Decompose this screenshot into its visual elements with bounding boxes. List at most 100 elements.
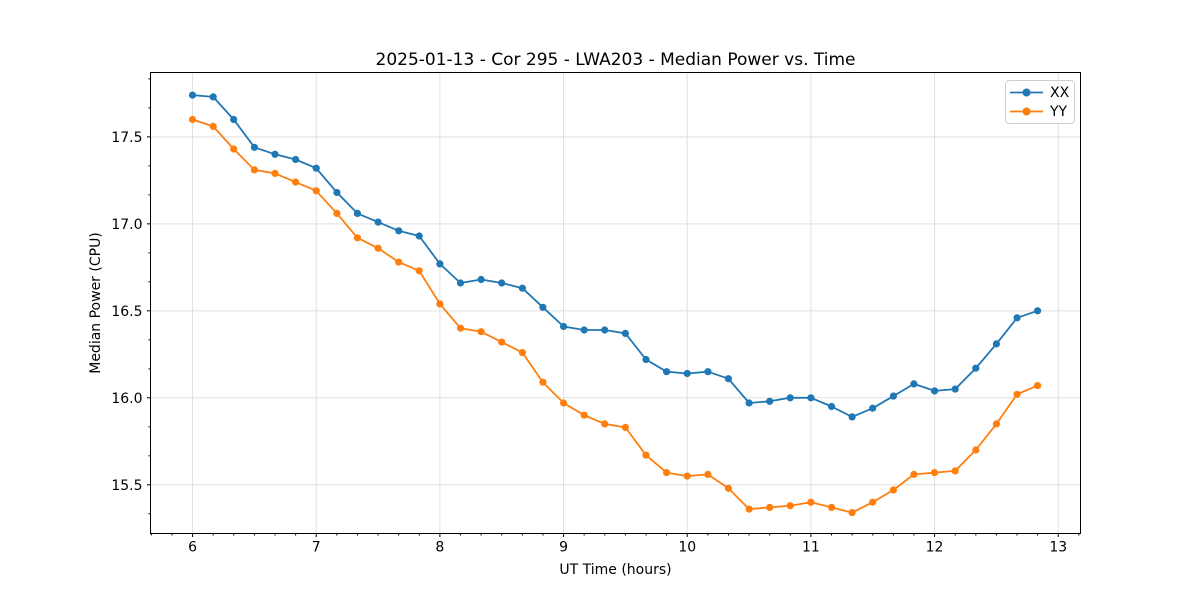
data-point-xx — [456, 279, 465, 287]
data-point-yy — [456, 324, 465, 332]
x-axis-label: UT Time (hours) — [559, 562, 671, 578]
data-point-yy — [786, 502, 794, 510]
data-point-yy — [683, 472, 691, 480]
y-tick-label: 17.5 — [111, 130, 142, 146]
y-tick-label: 16.0 — [111, 391, 142, 407]
x-tick-label: 7 — [312, 540, 321, 556]
plot-border — [150, 72, 1081, 534]
data-point-yy — [230, 145, 238, 153]
data-point-xx — [807, 394, 815, 402]
data-point-yy — [621, 423, 630, 431]
data-point-yy — [910, 470, 918, 478]
series-layer — [188, 91, 1042, 517]
data-point-xx — [477, 275, 485, 284]
data-point-yy — [539, 378, 547, 386]
data-point-xx — [374, 218, 382, 226]
data-point-xx — [910, 380, 918, 388]
data-point-xx — [972, 364, 980, 372]
x-tick-label: 9 — [559, 540, 568, 556]
data-point-yy — [188, 115, 197, 124]
data-point-yy — [972, 446, 980, 454]
data-point-xx — [786, 394, 794, 402]
x-tick-label: 6 — [188, 540, 197, 556]
data-point-xx — [436, 260, 444, 268]
data-point-xx — [312, 164, 320, 172]
data-point-xx — [518, 284, 527, 292]
legend-marker-xx — [1022, 88, 1031, 97]
chart-title: 2025-01-13 - Cor 295 - LWA203 - Median P… — [376, 50, 856, 70]
data-point-xx — [580, 326, 588, 334]
data-point-xx — [951, 385, 959, 393]
data-point-yy — [889, 486, 898, 494]
y-axis-label: Median Power (CPU) — [88, 232, 104, 374]
legend: XX YY — [1005, 80, 1075, 124]
data-point-yy — [642, 451, 650, 459]
data-point-xx — [992, 340, 1001, 348]
data-point-xx — [828, 402, 836, 411]
data-point-xx — [663, 368, 671, 376]
data-point-yy — [848, 508, 856, 517]
data-point-yy — [828, 503, 836, 511]
data-point-xx — [498, 279, 506, 287]
data-point-xx — [848, 413, 856, 421]
data-point-yy — [498, 338, 506, 346]
data-point-yy — [292, 178, 300, 186]
data-point-xx — [1013, 314, 1021, 322]
data-point-yy — [580, 411, 588, 419]
data-point-yy — [560, 399, 568, 407]
ticks-layer: 6 7 8 9 10 11 12 13 15.5 16.0 16.5 17.0 17.5 — [111, 78, 1080, 556]
data-point-xx — [889, 392, 898, 400]
data-point-xx — [560, 322, 568, 331]
legend-label-yy: YY — [1049, 104, 1068, 120]
data-point-xx — [188, 91, 197, 99]
data-point-yy — [209, 122, 217, 130]
data-point-yy — [663, 469, 671, 477]
data-point-xx — [539, 303, 547, 311]
data-point-xx — [601, 326, 609, 334]
data-point-xx — [704, 368, 712, 376]
data-point-xx — [415, 232, 423, 240]
data-point-yy — [374, 244, 382, 252]
data-point-xx — [250, 143, 258, 151]
data-point-xx — [395, 227, 403, 235]
series-xx — [188, 91, 1042, 421]
legend-marker-yy — [1022, 107, 1031, 116]
data-point-yy — [745, 505, 753, 513]
x-tick-label: 10 — [678, 540, 696, 556]
data-point-yy — [601, 420, 609, 428]
data-point-yy — [992, 420, 1001, 428]
y-tick-label: 15.5 — [111, 478, 142, 494]
x-tick-label: 8 — [435, 540, 444, 556]
data-point-yy — [333, 209, 341, 217]
data-point-yy — [436, 300, 444, 308]
data-point-xx — [683, 369, 691, 378]
data-point-yy — [395, 258, 403, 266]
data-point-xx — [724, 375, 733, 383]
legend-label-xx: XX — [1050, 85, 1070, 101]
data-point-xx — [333, 188, 341, 197]
data-point-yy — [312, 187, 320, 195]
data-point-yy — [724, 484, 733, 492]
data-point-yy — [477, 328, 485, 336]
grid-layer — [150, 72, 1081, 534]
series-yy — [188, 115, 1042, 517]
y-tick-label: 17.0 — [111, 217, 142, 233]
data-point-xx — [766, 397, 774, 405]
data-point-yy — [1013, 390, 1021, 398]
data-point-yy — [353, 234, 361, 242]
data-point-xx — [642, 355, 650, 364]
data-point-xx — [745, 399, 753, 407]
data-point-xx — [209, 93, 217, 101]
data-point-xx — [931, 387, 939, 395]
data-point-yy — [951, 467, 959, 475]
x-tick-label: 11 — [802, 540, 820, 556]
y-tick-label: 16.5 — [111, 304, 142, 320]
data-point-yy — [807, 498, 815, 506]
data-point-yy — [766, 503, 774, 511]
series-line-xx — [192, 94, 1038, 418]
data-point-xx — [230, 115, 238, 124]
data-point-xx — [621, 329, 630, 337]
data-point-xx — [353, 209, 361, 217]
data-point-yy — [271, 169, 279, 177]
